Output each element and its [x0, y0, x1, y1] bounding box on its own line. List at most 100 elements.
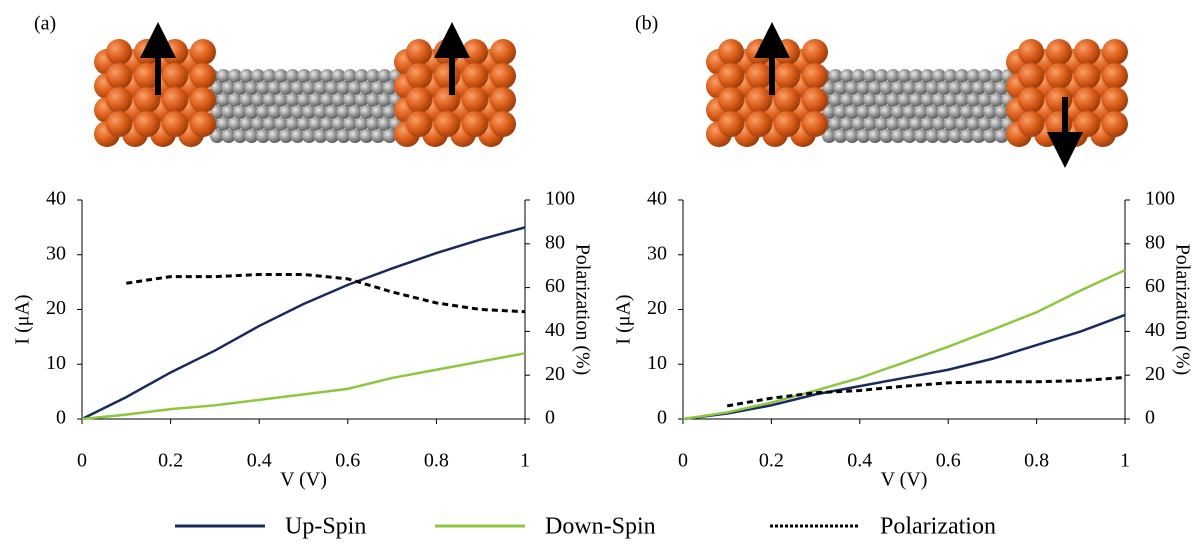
x-tick-label: 0	[678, 450, 688, 472]
metal-atom	[406, 39, 432, 65]
metal-atom	[434, 39, 460, 65]
metal-atom	[1018, 87, 1044, 113]
molecule	[706, 39, 1128, 150]
metal-atom	[802, 39, 828, 65]
y2-tick-label: 20	[545, 363, 565, 385]
y2-tick-label: 40	[1145, 319, 1165, 341]
legend-label: Down-Spin	[545, 514, 656, 540]
metal-atom	[774, 87, 800, 113]
x-tick-label: 0.6	[335, 450, 360, 472]
metal-atom	[1102, 39, 1128, 65]
x-tick-label: 0.8	[1024, 450, 1049, 472]
metal-atom	[162, 87, 188, 113]
y2-tick-label: 80	[1145, 231, 1165, 253]
metal-atom	[490, 111, 516, 137]
metal-atom	[162, 111, 188, 137]
series-line	[126, 274, 525, 311]
x-tick-label: 0.6	[936, 450, 961, 472]
metal-atom	[190, 39, 216, 65]
metal-atom	[802, 111, 828, 137]
panel-label: (a)	[34, 13, 56, 35]
metal-atom	[1018, 111, 1044, 137]
x-axis-label: V (V)	[881, 469, 928, 491]
metal-atom	[1102, 87, 1128, 113]
metal-atom	[1074, 87, 1100, 113]
metal-atom	[718, 87, 744, 113]
metal-atom	[190, 87, 216, 113]
metal-atom	[462, 63, 488, 89]
x-tick-label: 1	[1120, 450, 1130, 472]
metal-atom	[1102, 63, 1128, 89]
metal-atom	[1046, 63, 1072, 89]
y2-tick-label: 100	[1145, 188, 1175, 210]
metal-atom	[106, 111, 132, 137]
metal-atom	[802, 63, 828, 89]
metal-atom	[1074, 111, 1100, 137]
y2-tick-label: 0	[1145, 407, 1155, 429]
metal-atom	[774, 63, 800, 89]
metal-atom	[802, 87, 828, 113]
y-axis-label: I (μA)	[613, 294, 635, 344]
y2-tick-label: 100	[545, 188, 575, 210]
y-tick-label: 10	[647, 352, 667, 374]
metal-atom	[434, 63, 460, 89]
metal-atom	[462, 111, 488, 137]
y-tick-label: 40	[46, 188, 66, 210]
x-tick-label: 0.4	[847, 450, 872, 472]
metal-atom	[1046, 87, 1072, 113]
y-tick-label: 20	[647, 297, 667, 319]
metal-atom	[462, 39, 488, 65]
y-tick-label: 40	[647, 188, 667, 210]
series-line	[683, 270, 1125, 419]
metal-atom	[718, 39, 744, 65]
x-tick-label: 1	[520, 450, 530, 472]
metal-atom	[406, 63, 432, 89]
metal-atom	[490, 87, 516, 113]
metal-atom	[1074, 63, 1100, 89]
metal-atom	[1018, 63, 1044, 89]
metal-atom	[490, 63, 516, 89]
metal-atom	[434, 111, 460, 137]
metal-atom	[746, 111, 772, 137]
metal-atom	[1046, 39, 1072, 65]
metal-atom	[718, 111, 744, 137]
x-tick-label: 0.4	[247, 450, 272, 472]
y-tick-label: 10	[46, 352, 66, 374]
x-tick-label: 0	[77, 450, 87, 472]
legend-label: Polarization	[880, 514, 996, 540]
legend-label: Up-Spin	[285, 514, 366, 540]
y2-axis-label: Polarization (%)	[571, 244, 593, 376]
y2-tick-label: 60	[545, 275, 565, 297]
metal-atom	[1046, 111, 1072, 137]
molecule-illustrations	[94, 39, 1128, 150]
metal-atom	[162, 39, 188, 65]
x-tick-label: 0.2	[759, 450, 784, 472]
metal-atom	[190, 63, 216, 89]
panel-label: (b)	[635, 13, 658, 35]
metal-atom	[774, 39, 800, 65]
y-axis-label: I (μA)	[12, 294, 34, 344]
metal-atom	[462, 87, 488, 113]
x-axis-label: V (V)	[280, 469, 327, 491]
metal-atom	[162, 63, 188, 89]
metal-atom	[106, 87, 132, 113]
x-tick-label: 0.8	[424, 450, 449, 472]
y-tick-label: 30	[647, 242, 667, 264]
y2-tick-label: 80	[545, 231, 565, 253]
legend: Up-Spin Down-Spin Polarization	[175, 514, 996, 540]
molecule	[94, 39, 516, 147]
metal-atom	[1102, 111, 1128, 137]
metal-atom	[774, 111, 800, 137]
x-tick-label: 0.2	[158, 450, 183, 472]
y-tick-label: 0	[56, 407, 66, 429]
y2-tick-label: 20	[1145, 363, 1165, 385]
metal-atom	[134, 111, 160, 137]
y-tick-label: 0	[657, 407, 667, 429]
y2-axis-label: Polarization (%)	[1171, 244, 1193, 376]
metal-atom	[746, 39, 772, 65]
metal-atom	[434, 87, 460, 113]
metal-atom	[406, 111, 432, 137]
y2-tick-label: 0	[545, 407, 555, 429]
metal-atom	[106, 39, 132, 65]
metal-atom	[490, 39, 516, 65]
